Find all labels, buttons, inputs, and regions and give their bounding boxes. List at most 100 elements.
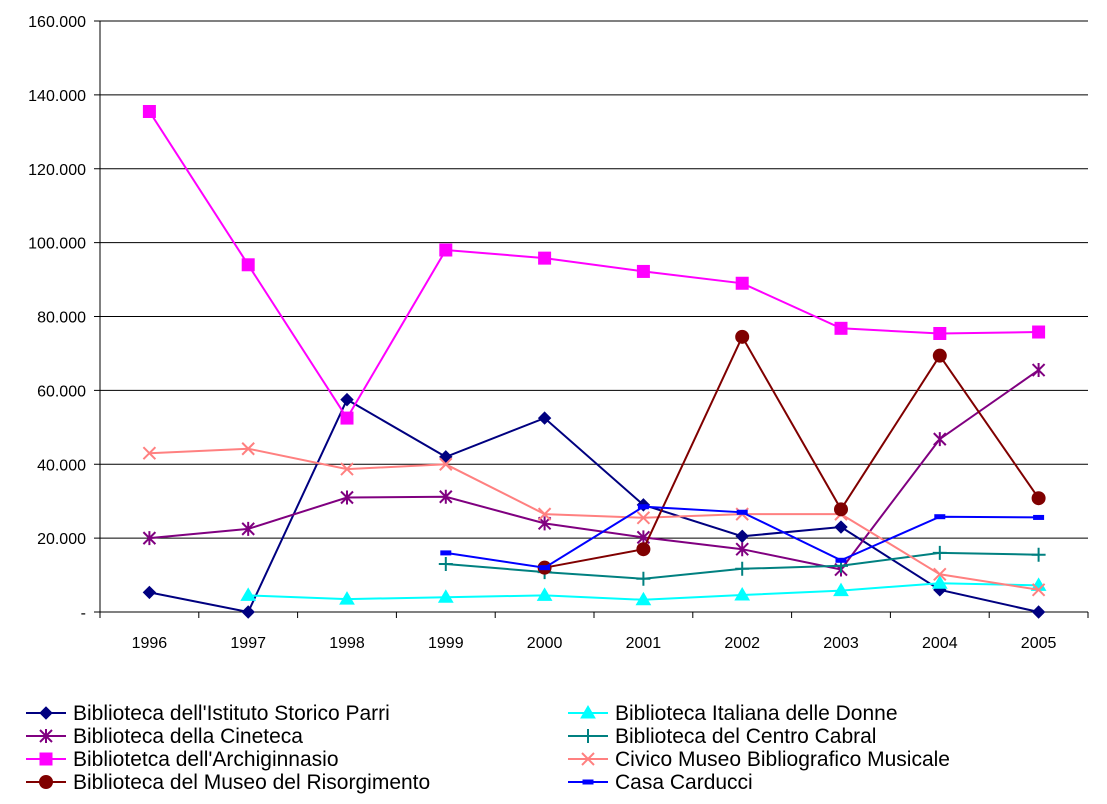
data-point (1031, 491, 1046, 506)
data-point (1031, 547, 1046, 562)
y-tick-label: 160.000 (28, 14, 86, 31)
legend-label: Bibliotetca dell'Archiginnasio (73, 748, 339, 771)
data-point (241, 605, 255, 619)
data-point (581, 752, 595, 766)
y-tick-label: - (81, 605, 86, 622)
data-point (39, 729, 53, 743)
data-point (636, 542, 651, 557)
data-point (539, 565, 551, 571)
data-point (636, 511, 651, 525)
legend-item: Biblioteca dell'Istituto Storico Parri (26, 702, 390, 725)
series-7 (440, 504, 1045, 571)
x-axis-tick-labels: 1996 1997 1998 1999 2000 2001 2002 2003 2004 2005 (132, 635, 1057, 652)
x-tick-label: 2005 (1021, 635, 1057, 652)
data-point (241, 258, 255, 272)
series-line (148, 110, 1039, 421)
data-point (582, 779, 594, 785)
data-point (637, 504, 649, 510)
data-point (735, 561, 750, 576)
legend-label: Biblioteca Italiana delle Donne (615, 702, 898, 725)
series-1 (240, 575, 1047, 606)
data-point (932, 348, 947, 363)
data-point (39, 706, 53, 720)
data-point (735, 542, 749, 557)
legend-label: Biblioteca del Museo del Risorgimento (73, 771, 430, 794)
data-point (735, 276, 749, 290)
data-point (240, 587, 257, 601)
data-point (538, 251, 552, 265)
y-axis-tick-labels: - 20.000 40.000 60.000 80.000 100.000 120.000 1… (28, 14, 86, 622)
x-tick-label: 1996 (132, 635, 168, 652)
series-line (544, 334, 1040, 569)
grid-lines (100, 20, 1088, 539)
data-point (241, 442, 255, 456)
data-point (339, 591, 355, 605)
x-tick-label: 1997 (230, 635, 266, 652)
legend-label: Casa Carducci (615, 771, 753, 794)
data-point (635, 591, 652, 606)
data-point (636, 571, 651, 586)
data-point (439, 489, 453, 504)
legend-item: Bibliotetca dell'Archiginnasio (26, 748, 339, 771)
legend-item: Biblioteca del Centro Cabral (568, 725, 876, 748)
data-point (1033, 514, 1045, 520)
data-point (142, 104, 156, 118)
data-point (734, 587, 751, 601)
data-point (537, 507, 552, 521)
data-point (933, 432, 947, 447)
data-point (581, 729, 595, 743)
data-point (142, 531, 157, 546)
data-point (735, 329, 750, 344)
data-point (735, 529, 749, 543)
data-point (933, 567, 947, 582)
series-line (149, 447, 1039, 591)
data-point (1031, 363, 1046, 378)
data-point (340, 411, 354, 425)
data-point (536, 587, 553, 601)
series-line (149, 398, 1039, 614)
data-point (580, 705, 596, 719)
series-line (149, 369, 1040, 571)
axes (94, 20, 1089, 618)
y-tick-label: 20.000 (37, 531, 86, 548)
legend-item: Biblioteca Italiana delle Donne (568, 702, 898, 725)
data-point (834, 520, 848, 534)
data-point (1031, 583, 1046, 597)
data-point (1031, 605, 1046, 619)
data-point (241, 521, 255, 536)
data-point (340, 392, 354, 407)
legend-item: Biblioteca della Cineteca (26, 725, 303, 748)
data-point (931, 575, 948, 589)
x-tick-label: 1999 (428, 635, 464, 652)
data-point (438, 556, 453, 571)
series-6 (537, 329, 1046, 575)
x-tick-label: 2003 (823, 635, 859, 652)
y-tick-label: 100.000 (28, 236, 86, 253)
y-tick-label: 60.000 (37, 383, 86, 400)
x-tick-label: 2002 (724, 635, 760, 652)
data-point (439, 243, 453, 257)
data-point (1032, 325, 1046, 339)
data-point (440, 550, 452, 556)
data-point (340, 490, 354, 505)
series-0 (142, 392, 1046, 619)
data-point (39, 752, 53, 766)
legend-item: Biblioteca del Museo del Risorgimento (26, 771, 430, 794)
data-point (833, 582, 849, 597)
data-point (39, 775, 53, 789)
x-tick-label: 2000 (527, 635, 563, 652)
y-tick-label: 40.000 (37, 457, 86, 474)
data-point (834, 502, 848, 517)
legend-item: Casa Carducci (568, 771, 753, 794)
y-tick-label: 120.000 (28, 162, 86, 179)
series-lines (142, 104, 1047, 619)
legend-label: Biblioteca dell'Istituto Storico Parri (73, 702, 390, 725)
series-4 (142, 104, 1046, 425)
data-point (835, 557, 847, 563)
x-tick-label: 1998 (329, 635, 365, 652)
data-point (834, 321, 848, 335)
data-point (142, 585, 157, 600)
y-tick-label: 80.000 (37, 310, 86, 327)
data-point (437, 589, 454, 603)
x-tick-label: 2004 (922, 635, 958, 652)
